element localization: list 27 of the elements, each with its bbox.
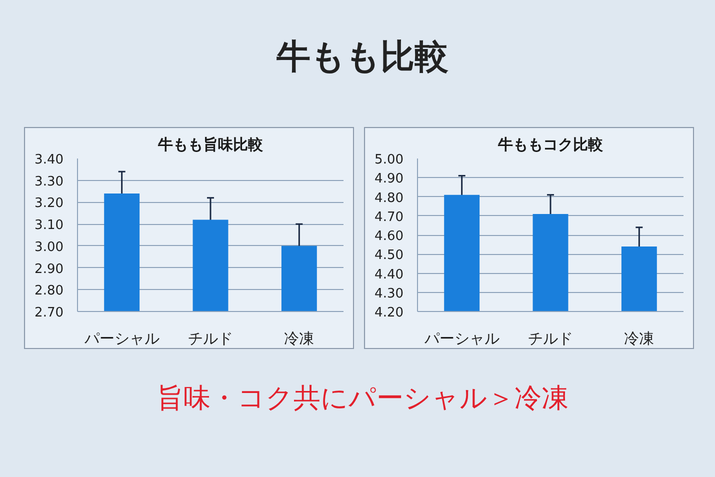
y-tick-label: 3.20 bbox=[34, 196, 64, 212]
x-tick-label: チルド bbox=[528, 330, 573, 348]
y-tick-label: 4.40 bbox=[374, 267, 404, 282]
y-tick-label: 3.30 bbox=[34, 174, 64, 190]
y-tick-label: 2.70 bbox=[34, 306, 64, 320]
y-tick-label: 2.80 bbox=[34, 284, 64, 299]
text: 牛もも比較 bbox=[276, 36, 448, 79]
x-tick-label: 冷凍 bbox=[284, 330, 314, 348]
y-tick-label: 4.80 bbox=[374, 190, 404, 206]
x-tick-label: 冷凍 bbox=[624, 330, 654, 348]
chart-title: 牛ももコク比較 bbox=[497, 136, 604, 154]
y-tick-label: 4.60 bbox=[374, 229, 404, 244]
x-tick-label: パーシャル bbox=[83, 330, 160, 348]
y-tick-label: 3.40 bbox=[34, 152, 64, 168]
x-tick-label: パーシャル bbox=[423, 330, 500, 348]
x-tick-label: チルド bbox=[188, 330, 233, 348]
y-tick-label: 4.50 bbox=[374, 248, 404, 264]
text: 旨味・コク共にパーシャル＞冷凍 bbox=[156, 382, 568, 416]
y-tick-label: 2.90 bbox=[34, 262, 64, 277]
y-tick-label: 4.70 bbox=[374, 210, 404, 225]
y-tick-label: 4.90 bbox=[374, 172, 404, 187]
chart-title: 牛もも旨味比較 bbox=[157, 136, 264, 154]
y-tick-label: 5.00 bbox=[374, 152, 404, 168]
y-tick-label: 3.10 bbox=[34, 218, 64, 234]
y-tick-label: 3.00 bbox=[34, 240, 64, 255]
y-tick-label: 4.30 bbox=[374, 286, 404, 302]
y-tick-label: 4.20 bbox=[374, 306, 404, 320]
